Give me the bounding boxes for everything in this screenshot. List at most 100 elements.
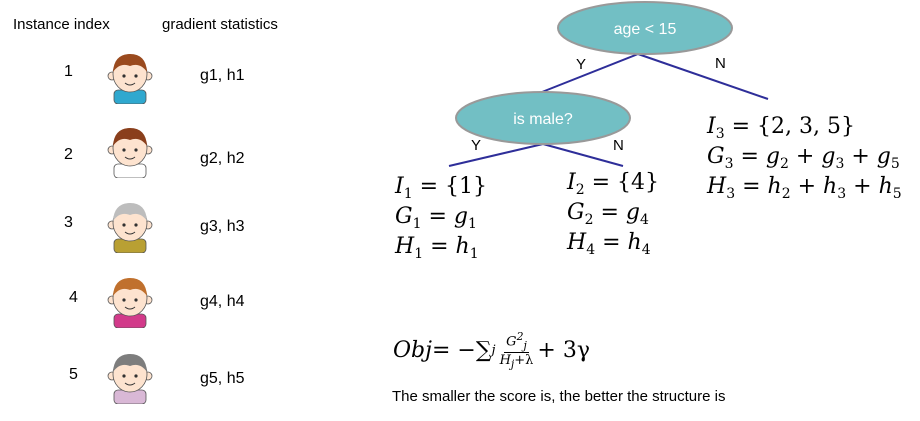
subscript: 5 [890, 156, 900, 172]
subscript: 3 [726, 186, 736, 202]
formula-token: I [567, 170, 576, 195]
formula-token: g [876, 144, 891, 169]
den: H [499, 352, 511, 368]
leaf-formula-line: H1 = h1 [395, 232, 487, 262]
woman-ponytail-icon [107, 278, 153, 328]
formula-token: H [567, 230, 587, 255]
subscript: 2 [781, 186, 791, 202]
formula-token: I [395, 174, 404, 199]
formula-token: = [595, 230, 628, 255]
instance-index: 4 [69, 289, 78, 306]
subscript: 4 [641, 242, 651, 258]
formula-token: = {2, 3, 5} [724, 114, 856, 139]
grandma-icon [107, 354, 153, 404]
formula-token: = {1} [412, 174, 488, 199]
formula-token: g [625, 200, 641, 225]
formula-token: = [735, 174, 768, 199]
formula-token: + [846, 174, 879, 199]
subscript: 2 [780, 156, 789, 172]
obj-tail: + 3γ [537, 337, 590, 363]
edge-child-no [542, 143, 624, 167]
root-node [557, 1, 733, 55]
subscript: 1 [412, 216, 422, 232]
formula-token: h [767, 174, 782, 199]
leaf-formula-line: G2 = g4 [567, 198, 659, 228]
leaf-3-stats: I3 = {2, 3, 5} G3 = g2 + g3 + g5 H3 = h2 +… [707, 112, 902, 202]
subscript: 3 [837, 186, 847, 202]
root-node-label: age < 15 [614, 21, 677, 38]
child-no-label: N [613, 137, 624, 154]
formula-token: + [844, 144, 877, 169]
instance-index-header: Instance index [13, 16, 110, 33]
formula-token: G [395, 204, 413, 229]
subscript: 4 [640, 212, 649, 228]
leaf-formula-line: H4 = h4 [567, 228, 659, 258]
child-node [455, 91, 631, 145]
gradient-stats: g3, h3 [200, 218, 245, 235]
root-yes-label: Y [576, 56, 586, 73]
sum-symbol: ∑ [475, 337, 492, 363]
instance-index: 3 [64, 214, 73, 231]
gradient-statistics-header: gradient statistics [162, 16, 278, 33]
leaf-formula-line: G3 = g2 + g3 + g5 [707, 142, 902, 172]
formula-token: G [707, 144, 725, 169]
boy-icon [107, 54, 153, 104]
formula-token: g [765, 144, 781, 169]
formula-token: H [395, 234, 415, 259]
formula-token: g [453, 204, 469, 229]
subscript: 4 [586, 242, 596, 258]
formula-token: = [421, 204, 454, 229]
root-no-label: N [715, 55, 726, 72]
instance-index: 2 [64, 146, 73, 163]
subscript: 2 [575, 182, 585, 198]
edge-root-yes [541, 53, 639, 93]
edge-child-yes [448, 143, 544, 167]
leaf-formula-line: H3 = h2 + h3 + h5 [707, 172, 902, 202]
fraction: G2j Hj+λ [500, 330, 534, 371]
formula-token: = [593, 200, 626, 225]
leaf-2-stats: I2 = {4} G2 = g4 H4 = h4 [567, 168, 659, 258]
formula-token: + [788, 144, 822, 169]
subscript: 1 [468, 216, 477, 232]
gradient-stats: g1, h1 [200, 67, 245, 84]
num-sup: 2 [516, 330, 524, 343]
formula-token: G [567, 200, 585, 225]
child-yes-label: Y [471, 137, 481, 154]
edge-root-no [637, 53, 769, 100]
leaf-formula-line: I2 = {4} [567, 168, 659, 198]
formula-token: h [878, 174, 893, 199]
formula-token: + [790, 174, 824, 199]
subscript: 1 [469, 246, 479, 262]
gradient-stats: g4, h4 [200, 293, 245, 310]
note-text: The smaller the score is, the better the… [392, 388, 726, 405]
grandpa-icon [107, 203, 153, 253]
instance-index: 5 [69, 366, 78, 383]
den-sub: j [510, 357, 515, 371]
den-rest: +λ [514, 352, 534, 368]
girl-braids-icon [107, 128, 153, 178]
formula-token: h [627, 230, 642, 255]
leaf-formula-line: G1 = g1 [395, 202, 487, 232]
subscript: 1 [403, 186, 413, 202]
num-sub: j [523, 338, 527, 352]
gradient-stats: g2, h2 [200, 150, 245, 167]
formula-token: h [455, 234, 470, 259]
subscript: 2 [584, 212, 594, 228]
obj-lhs: Obj [393, 337, 432, 363]
sum-subscript: j [491, 342, 496, 358]
formula-token: = [733, 144, 766, 169]
num: G [506, 334, 517, 350]
formula-token: H [707, 174, 727, 199]
subscript: 3 [835, 156, 845, 172]
subscript: 3 [724, 156, 734, 172]
formula-token: g [821, 144, 836, 169]
formula-token: I [707, 114, 716, 139]
leaf-formula-line: I3 = {2, 3, 5} [707, 112, 902, 142]
subscript: 3 [715, 126, 725, 142]
subscript: 1 [414, 246, 424, 262]
formula-token: = {4} [584, 170, 660, 195]
formula-token: h [823, 174, 838, 199]
instance-index: 1 [64, 63, 73, 80]
